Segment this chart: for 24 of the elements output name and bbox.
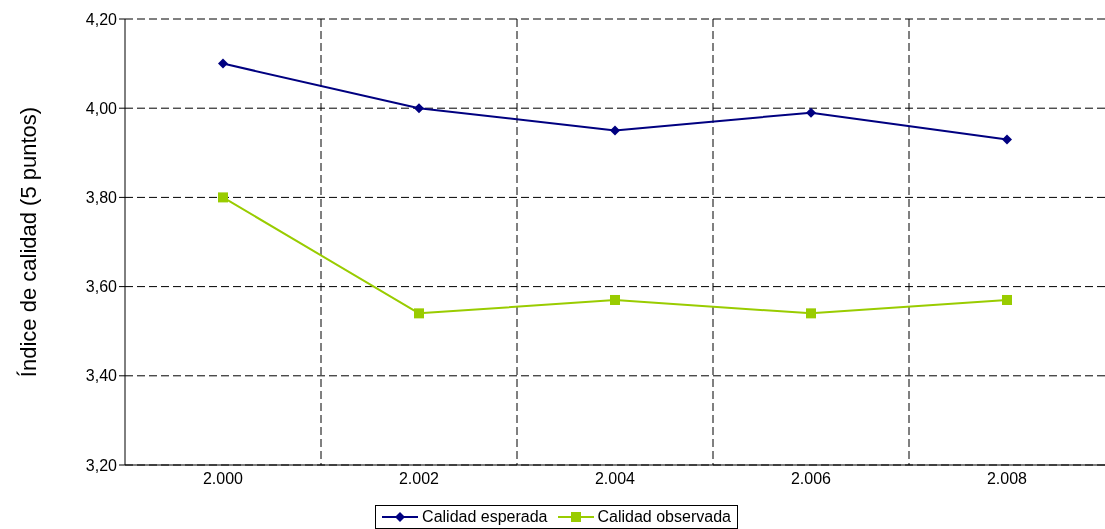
- legend-label: Calidad observada: [596, 508, 731, 526]
- x-tick-label: 2.002: [398, 470, 440, 488]
- y-tick-label: 4,20: [85, 10, 118, 28]
- x-tick-label: 2.008: [986, 470, 1028, 488]
- x-tick-label: 2.004: [594, 470, 636, 488]
- point: [1002, 134, 1012, 145]
- y-tick-label: 4,00: [85, 99, 118, 117]
- point: [610, 125, 620, 136]
- y-tick-label: 3,20: [85, 456, 118, 474]
- point: [1002, 294, 1012, 305]
- point: [218, 58, 228, 69]
- y-axis-title: Índice de calidad (5 puntos): [15, 106, 41, 378]
- point: [806, 308, 816, 319]
- point: [610, 294, 620, 305]
- y-tick-label: 3,60: [85, 278, 118, 296]
- point: [218, 192, 228, 203]
- legend-label: Calidad esperada: [421, 508, 548, 526]
- point: [414, 308, 424, 319]
- y-tick-label: 3,40: [85, 367, 118, 385]
- point: [806, 107, 816, 118]
- y-tick-label: 3,80: [85, 189, 118, 207]
- point: [414, 103, 424, 114]
- x-tick-label: 2.000: [202, 470, 244, 488]
- x-tick-label: 2.006: [790, 470, 832, 488]
